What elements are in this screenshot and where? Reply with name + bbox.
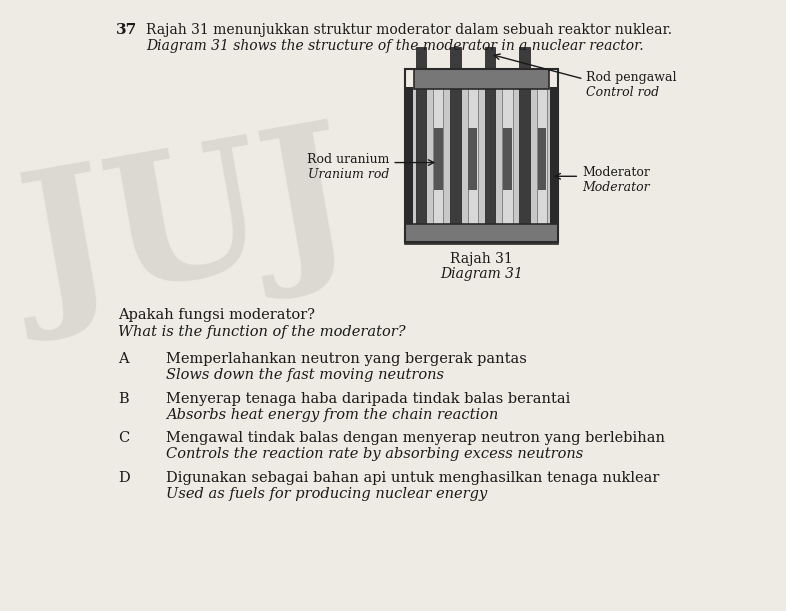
- Text: A: A: [118, 352, 129, 366]
- Bar: [406, 224, 557, 244]
- Text: Diagram 31 shows the structure of the moderator in a nuclear reactor.: Diagram 31 shows the structure of the mo…: [146, 39, 644, 53]
- Bar: [520, 47, 530, 224]
- Bar: [414, 69, 549, 89]
- Bar: [537, 87, 547, 224]
- Bar: [538, 128, 546, 190]
- Text: Uranium rod: Uranium rod: [308, 167, 390, 180]
- Bar: [412, 87, 550, 224]
- Bar: [549, 87, 557, 224]
- Text: Used as fuels for producing nuclear energy: Used as fuels for producing nuclear ener…: [166, 487, 487, 501]
- Text: Rajah 31: Rajah 31: [450, 252, 512, 266]
- Text: Controls the reaction rate by absorbing excess neutrons: Controls the reaction rate by absorbing …: [166, 447, 583, 461]
- Text: Rod uranium: Rod uranium: [307, 153, 390, 166]
- Text: Absorbs heat energy from the chain reaction: Absorbs heat energy from the chain react…: [166, 408, 498, 422]
- Bar: [434, 128, 443, 190]
- Bar: [406, 69, 557, 243]
- Text: Memperlahankan neutron yang bergerak pantas: Memperlahankan neutron yang bergerak pan…: [166, 352, 527, 366]
- Bar: [502, 87, 512, 224]
- Bar: [406, 87, 413, 224]
- Text: D: D: [118, 471, 130, 485]
- Text: C: C: [118, 431, 130, 445]
- Bar: [433, 87, 443, 224]
- Text: Diagram 31: Diagram 31: [440, 267, 523, 281]
- Bar: [468, 87, 478, 224]
- Text: Moderator: Moderator: [582, 166, 650, 180]
- Text: Rod pengawal: Rod pengawal: [586, 71, 677, 84]
- Text: Rajah 31 menunjukkan struktur moderator dalam sebuah reaktor nuklear.: Rajah 31 menunjukkan struktur moderator …: [146, 23, 672, 37]
- Text: Menyerap tenaga haba daripada tindak balas berantai: Menyerap tenaga haba daripada tindak bal…: [166, 392, 571, 406]
- Bar: [485, 47, 495, 224]
- Text: Digunakan sebagai bahan api untuk menghasilkan tenaga nuklear: Digunakan sebagai bahan api untuk mengha…: [166, 471, 659, 485]
- Text: Mengawal tindak balas dengan menyerap neutron yang berlebihan: Mengawal tindak balas dengan menyerap ne…: [166, 431, 665, 445]
- Bar: [503, 128, 512, 190]
- Text: 37: 37: [116, 23, 138, 37]
- Text: What is the function of the moderator?: What is the function of the moderator?: [118, 325, 406, 339]
- Bar: [450, 47, 461, 224]
- Text: Slows down the fast moving neutrons: Slows down the fast moving neutrons: [166, 368, 444, 382]
- Bar: [468, 128, 477, 190]
- Text: Apakah fungsi moderator?: Apakah fungsi moderator?: [118, 308, 315, 322]
- Text: Control rod: Control rod: [586, 86, 659, 99]
- Text: B: B: [118, 392, 129, 406]
- Text: JUJ: JUJ: [11, 115, 365, 345]
- Bar: [416, 47, 426, 224]
- Text: Moderator: Moderator: [582, 181, 649, 194]
